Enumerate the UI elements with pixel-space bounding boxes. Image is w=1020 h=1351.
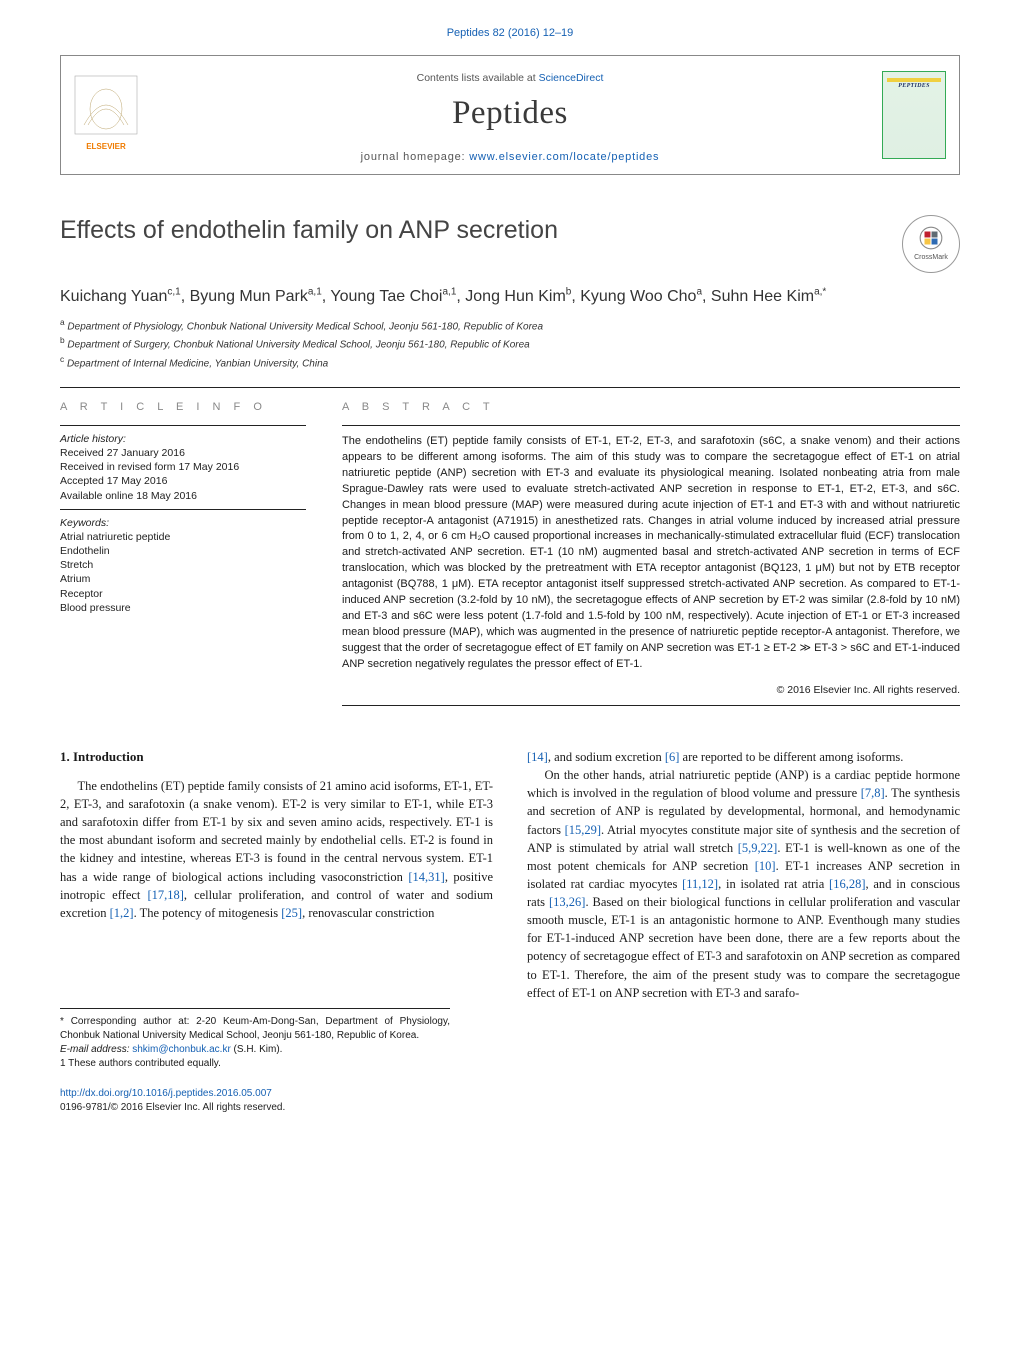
journal-homepage-link[interactable]: www.elsevier.com/locate/peptides (469, 151, 659, 163)
right-column: [14], and sodium excretion [6] are repor… (527, 748, 960, 1116)
citation-ref[interactable]: [5,9,22] (738, 841, 778, 855)
keyword: Endothelin (60, 544, 306, 558)
keyword: Stretch (60, 558, 306, 572)
citation-ref[interactable]: [25] (281, 906, 302, 920)
history-line: Received 27 January 2016 (60, 446, 306, 460)
body-paragraph: The endothelins (ET) peptide family cons… (60, 777, 493, 922)
affiliation: b Department of Surgery, Chonbuk Nationa… (60, 334, 960, 352)
email-note: E-mail address: shkim@chonbuk.ac.kr (S.H… (60, 1043, 450, 1057)
body-columns: 1. Introduction The endothelins (ET) pep… (60, 748, 960, 1116)
keyword: Receptor (60, 587, 306, 601)
issn-copyright: 0196-9781/© 2016 Elsevier Inc. All right… (60, 1102, 285, 1113)
citation-ref[interactable]: [1,2] (110, 906, 134, 920)
keyword: Atrium (60, 572, 306, 586)
keyword: Atrial natriuretic peptide (60, 530, 306, 544)
citation-ref[interactable]: [16,28] (829, 877, 865, 891)
citation-ref[interactable]: [14] (527, 750, 548, 764)
abstract-copyright: © 2016 Elsevier Inc. All rights reserved… (342, 683, 960, 697)
svg-text:ELSEVIER: ELSEVIER (86, 142, 126, 151)
citation-ref[interactable]: [13,26] (549, 895, 585, 909)
running-head-link[interactable]: Peptides 82 (2016) 12–19 (447, 27, 574, 39)
doi-link[interactable]: http://dx.doi.org/10.1016/j.peptides.201… (60, 1088, 272, 1099)
journal-name: Peptides (151, 91, 869, 136)
authors: Kuichang Yuanc,1, Byung Mun Parka,1, You… (60, 285, 960, 308)
body-paragraph: On the other hands, atrial natriuretic p… (527, 766, 960, 1002)
history-line: Accepted 17 May 2016 (60, 474, 306, 488)
article-info-heading: a r t i c l e i n f o (60, 400, 306, 415)
section-heading: 1. Introduction (60, 748, 493, 767)
keywords-label: Keywords: (60, 516, 306, 530)
citation-ref[interactable]: [11,12] (682, 877, 718, 891)
article-info: a r t i c l e i n f o Article history: R… (60, 400, 306, 706)
elsevier-logo: ELSEVIER (61, 56, 151, 174)
divider (342, 705, 960, 706)
affiliation: c Department of Internal Medicine, Yanbi… (60, 353, 960, 371)
left-column: 1. Introduction The endothelins (ET) pep… (60, 748, 493, 1116)
abstract-text: The endothelins (ET) peptide family cons… (342, 434, 960, 673)
history-line: Received in revised form 17 May 2016 (60, 460, 306, 474)
keyword: Blood pressure (60, 601, 306, 615)
equal-contrib-note: 1 These authors contributed equally. (60, 1057, 450, 1071)
footnotes: * Corresponding author at: 2-20 Keum-Am-… (60, 1008, 450, 1071)
body-paragraph: [14], and sodium excretion [6] are repor… (527, 748, 960, 766)
divider (60, 387, 960, 388)
affiliation: a Department of Physiology, Chonbuk Nati… (60, 316, 960, 334)
corresponding-note: * Corresponding author at: 2-20 Keum-Am-… (60, 1015, 450, 1043)
citation-ref[interactable]: [15,29] (565, 823, 601, 837)
citation-ref[interactable]: [17,18] (147, 888, 183, 902)
crossmark-badge[interactable]: CrossMark (902, 215, 960, 273)
article-title: Effects of endothelin family on ANP secr… (60, 215, 558, 246)
email-link[interactable]: shkim@chonbuk.ac.kr (132, 1044, 231, 1055)
doi-block: http://dx.doi.org/10.1016/j.peptides.201… (60, 1087, 493, 1116)
citation-ref[interactable]: [6] (665, 750, 680, 764)
sciencedirect-link[interactable]: ScienceDirect (539, 72, 604, 84)
journal-homepage: journal homepage: www.elsevier.com/locat… (151, 150, 869, 165)
citation-ref[interactable]: [14,31] (408, 870, 444, 884)
affiliations: a Department of Physiology, Chonbuk Nati… (60, 316, 960, 371)
running-head: Peptides 82 (2016) 12–19 (60, 26, 960, 41)
abstract: a b s t r a c t The endothelins (ET) pep… (342, 400, 960, 706)
contents-available: Contents lists available at ScienceDirec… (151, 71, 869, 85)
journal-bar: ELSEVIER Contents lists available at Sci… (60, 55, 960, 175)
history-label: Article history: (60, 432, 306, 446)
history-line: Available online 18 May 2016 (60, 489, 306, 503)
abstract-heading: a b s t r a c t (342, 400, 960, 415)
journal-cover-thumb: PEPTIDES (869, 56, 959, 174)
citation-ref[interactable]: [10] (755, 859, 776, 873)
citation-ref[interactable]: [7,8] (861, 786, 885, 800)
